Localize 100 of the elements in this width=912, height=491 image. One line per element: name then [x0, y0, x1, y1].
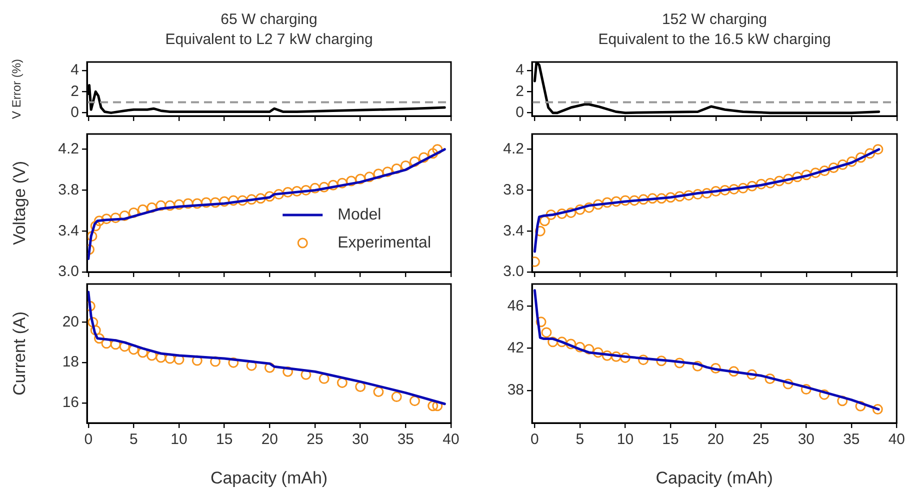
point [610, 196, 622, 207]
point [210, 356, 221, 367]
point [336, 377, 348, 388]
point [210, 197, 221, 208]
y-axis-title: V Error (%) [10, 58, 24, 119]
point [638, 354, 649, 366]
point [246, 360, 257, 371]
point [536, 316, 546, 328]
y-tick-label: 38 [507, 381, 524, 398]
point [692, 360, 703, 372]
point [683, 190, 694, 201]
point [237, 195, 248, 206]
point [837, 396, 848, 406]
point [364, 172, 375, 182]
point [219, 196, 230, 207]
x-tick-label: 35 [397, 431, 414, 448]
point [87, 230, 98, 242]
point [94, 216, 104, 226]
x-tick-label: 35 [843, 431, 860, 448]
point [119, 210, 130, 222]
point [310, 182, 320, 194]
point [574, 342, 586, 352]
point [819, 166, 830, 176]
point [90, 325, 101, 336]
point [110, 212, 121, 224]
point [592, 347, 604, 358]
point [702, 188, 712, 199]
point [746, 369, 758, 380]
point [864, 148, 876, 159]
legend-label: Experimental [338, 234, 431, 252]
point [837, 159, 848, 170]
x-tick-label: 40 [442, 431, 460, 448]
point [855, 400, 866, 412]
point [174, 199, 184, 210]
y-tick-label: 4 [516, 62, 524, 79]
point [610, 351, 622, 362]
point [819, 389, 830, 400]
point [182, 198, 194, 209]
point [584, 202, 594, 213]
point [674, 358, 685, 368]
point [846, 156, 857, 167]
point [382, 166, 393, 178]
point [546, 210, 556, 220]
point [801, 170, 812, 180]
point [656, 193, 667, 204]
point [592, 199, 604, 210]
point [872, 404, 883, 415]
point [432, 144, 443, 155]
point [391, 164, 402, 174]
y-tick-label: 0 [70, 104, 79, 121]
point [534, 226, 546, 236]
point [273, 189, 284, 200]
point [94, 333, 104, 344]
y-tick-label: 16 [62, 394, 79, 411]
point [656, 356, 667, 366]
point [264, 362, 275, 373]
y-tick-label: 2 [516, 82, 524, 100]
point [355, 174, 366, 184]
point [710, 362, 721, 374]
point [128, 344, 139, 355]
point [292, 186, 302, 196]
x-tick-label: 40 [888, 431, 905, 448]
x-axis-title: Capacity (mAh) [656, 468, 773, 488]
y-tick-label: 4 [70, 62, 79, 79]
y-tick-label: 0 [516, 104, 524, 121]
y-tick-label: 18 [62, 354, 79, 371]
point [728, 184, 740, 194]
chart-title: 65 W charging Equivalent to L2 7 kW charging [165, 11, 373, 48]
point [828, 162, 839, 173]
point [373, 386, 384, 398]
y-tick-label: 42 [507, 339, 524, 356]
x-tick-label: 20 [261, 431, 278, 448]
point [146, 350, 158, 361]
x-tick-label: 30 [798, 431, 815, 448]
point [428, 400, 438, 412]
point [300, 184, 312, 196]
point [710, 186, 722, 196]
x-tick-label: 5 [130, 431, 138, 448]
point [810, 168, 821, 178]
point [418, 152, 430, 163]
point [228, 195, 239, 206]
chart-title: 152 W charging Equivalent to the 16.5 kW charging [598, 11, 831, 48]
point [128, 207, 139, 218]
y-tick-label: 4.2 [58, 140, 79, 158]
point [409, 396, 420, 406]
point [346, 176, 357, 186]
point [391, 392, 402, 402]
point [192, 198, 202, 209]
point [318, 373, 330, 384]
y-tick-label: 4.2 [503, 140, 524, 158]
x-tick-label: 0 [530, 431, 539, 448]
point [409, 156, 420, 167]
point [783, 174, 794, 184]
x-tick-label: 5 [576, 431, 584, 448]
legend-label: Model [338, 206, 382, 224]
point [674, 191, 685, 202]
point [200, 197, 212, 208]
point [665, 192, 676, 203]
point [692, 189, 703, 200]
point [110, 339, 121, 350]
